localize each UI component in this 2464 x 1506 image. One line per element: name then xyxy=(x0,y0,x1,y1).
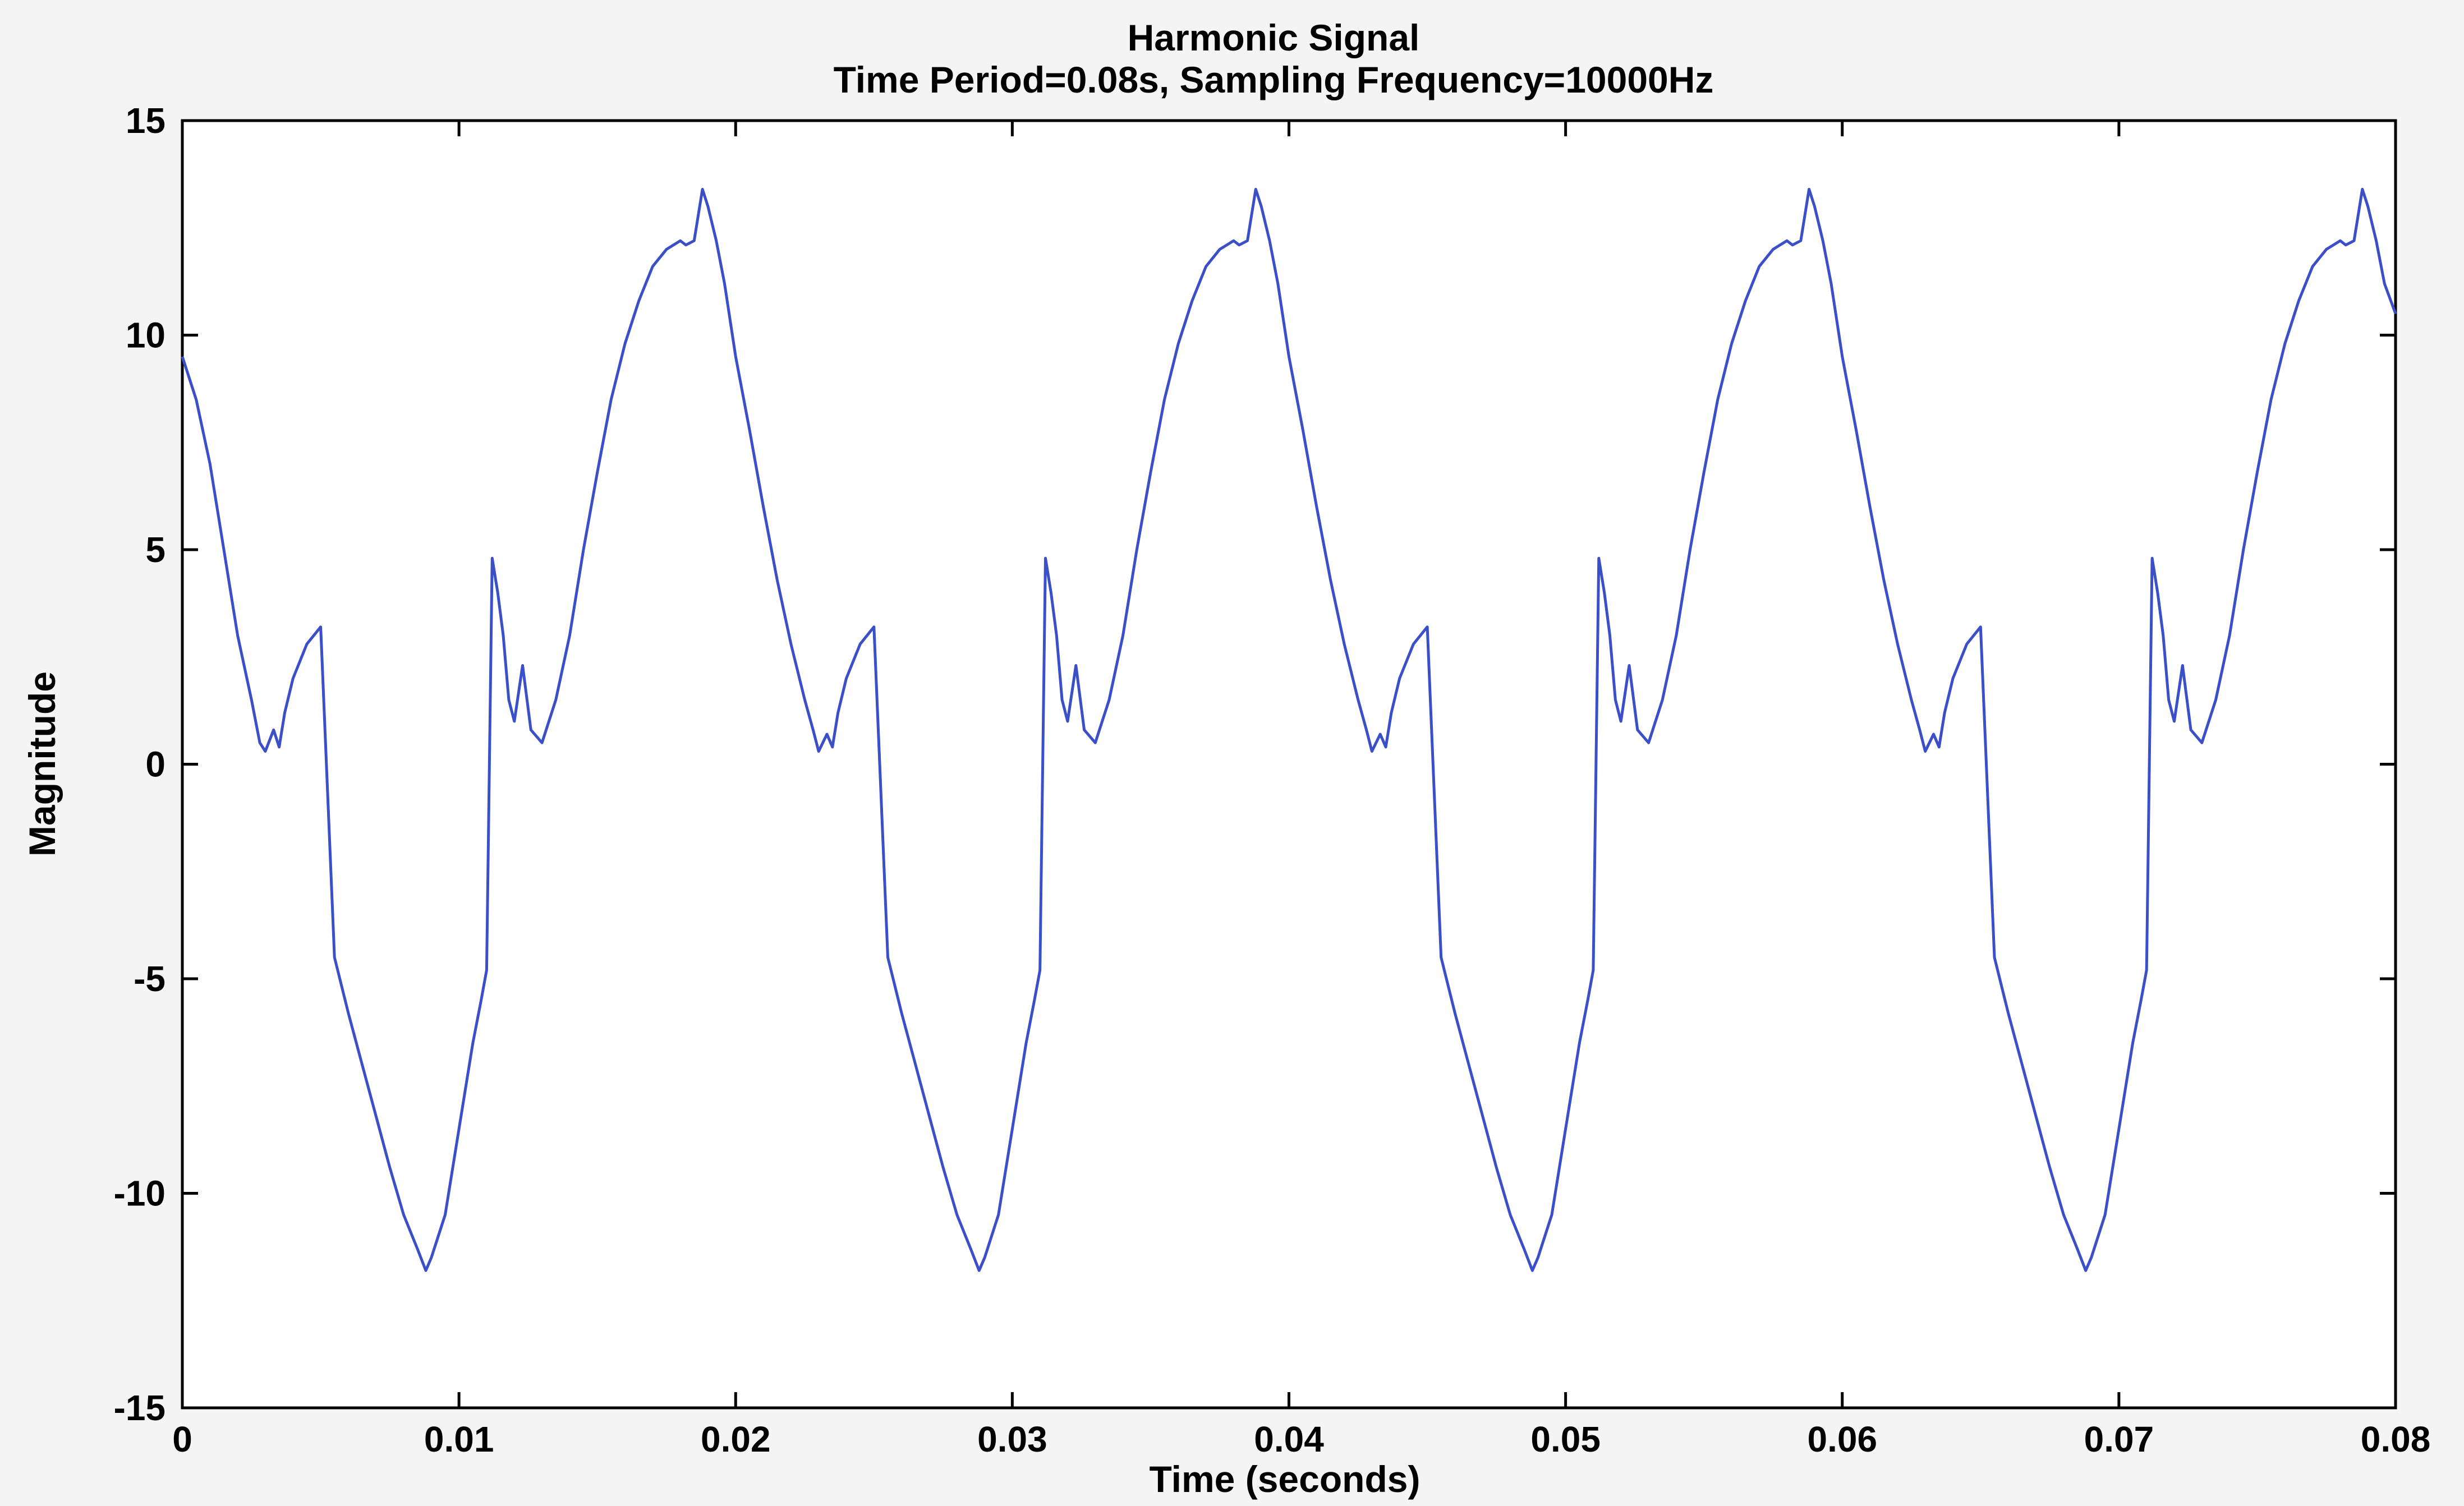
x-tick-label: 0.08 xyxy=(2361,1419,2431,1459)
x-tick-label: 0.05 xyxy=(1530,1419,1601,1459)
y-axis-ticks: -15 -10 -5 0 5 10 15 xyxy=(114,100,2396,1428)
y-tick-label: -5 xyxy=(134,959,166,999)
y-tick-label: 15 xyxy=(126,100,166,141)
y-axis-label: Magnitude xyxy=(21,671,63,856)
x-tick-label: 0.07 xyxy=(2084,1419,2154,1459)
x-axis-label: Time (seconds) xyxy=(1150,1458,1421,1500)
y-tick-label: -15 xyxy=(114,1388,166,1428)
x-axis-ticks: 0 0.01 0.02 0.03 0.04 0.05 0.06 0.07 0.08 xyxy=(172,121,2430,1459)
y-tick-label: -10 xyxy=(114,1173,166,1214)
series-line-harmonic-signal xyxy=(181,187,2397,1272)
x-tick-label: 0.01 xyxy=(424,1419,494,1459)
x-tick-label: 0.03 xyxy=(977,1419,1047,1459)
chart-subtitle: Time Period=0.08s, Sampling Frequency=10… xyxy=(834,59,1714,100)
y-tick-label: 10 xyxy=(126,315,166,356)
chart-title: Harmonic Signal xyxy=(1128,17,1420,58)
x-tick-label: 0.06 xyxy=(1807,1419,1877,1459)
plot-area xyxy=(181,119,2397,1410)
x-tick-label: 0.02 xyxy=(701,1419,771,1459)
x-tick-label: 0 xyxy=(172,1419,192,1459)
x-tick-label: 0.04 xyxy=(1254,1419,1324,1459)
y-tick-label: 0 xyxy=(145,744,166,785)
y-tick-label: 5 xyxy=(145,529,166,570)
